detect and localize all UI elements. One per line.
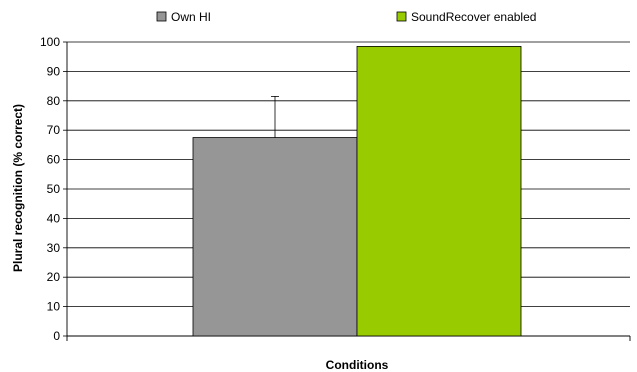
y-tick-label-90: 90 [47,64,61,78]
legend-swatch-soundrecover [396,11,407,22]
x-axis-title: Conditions [326,358,389,372]
y-tick-label-20: 20 [47,270,61,284]
y-tick-label-60: 60 [47,153,61,167]
legend: Own HI SoundRecover enabled [156,10,536,24]
plot-area: 0 10 20 30 40 50 60 70 80 90 100 [40,35,631,343]
y-tick-label-40: 40 [47,211,61,225]
y-tick-label-50: 50 [47,182,61,196]
y-axis-title: Plural recognition (% correct) [11,104,25,272]
legend-label-own-hi: Own HI [171,10,211,24]
y-tick-label-30: 30 [47,241,61,255]
y-tick-label-10: 10 [47,300,61,314]
y-tick-label-100: 100 [40,35,60,49]
bar-own-hi [192,137,358,337]
legend-label-soundrecover: SoundRecover enabled [411,10,536,24]
y-tick-label-70: 70 [47,123,61,137]
y-tick-label-0: 0 [53,329,60,343]
y-tick-label-80: 80 [47,94,61,108]
bar-soundrecover [356,46,522,337]
legend-swatch-own-hi [156,11,167,22]
